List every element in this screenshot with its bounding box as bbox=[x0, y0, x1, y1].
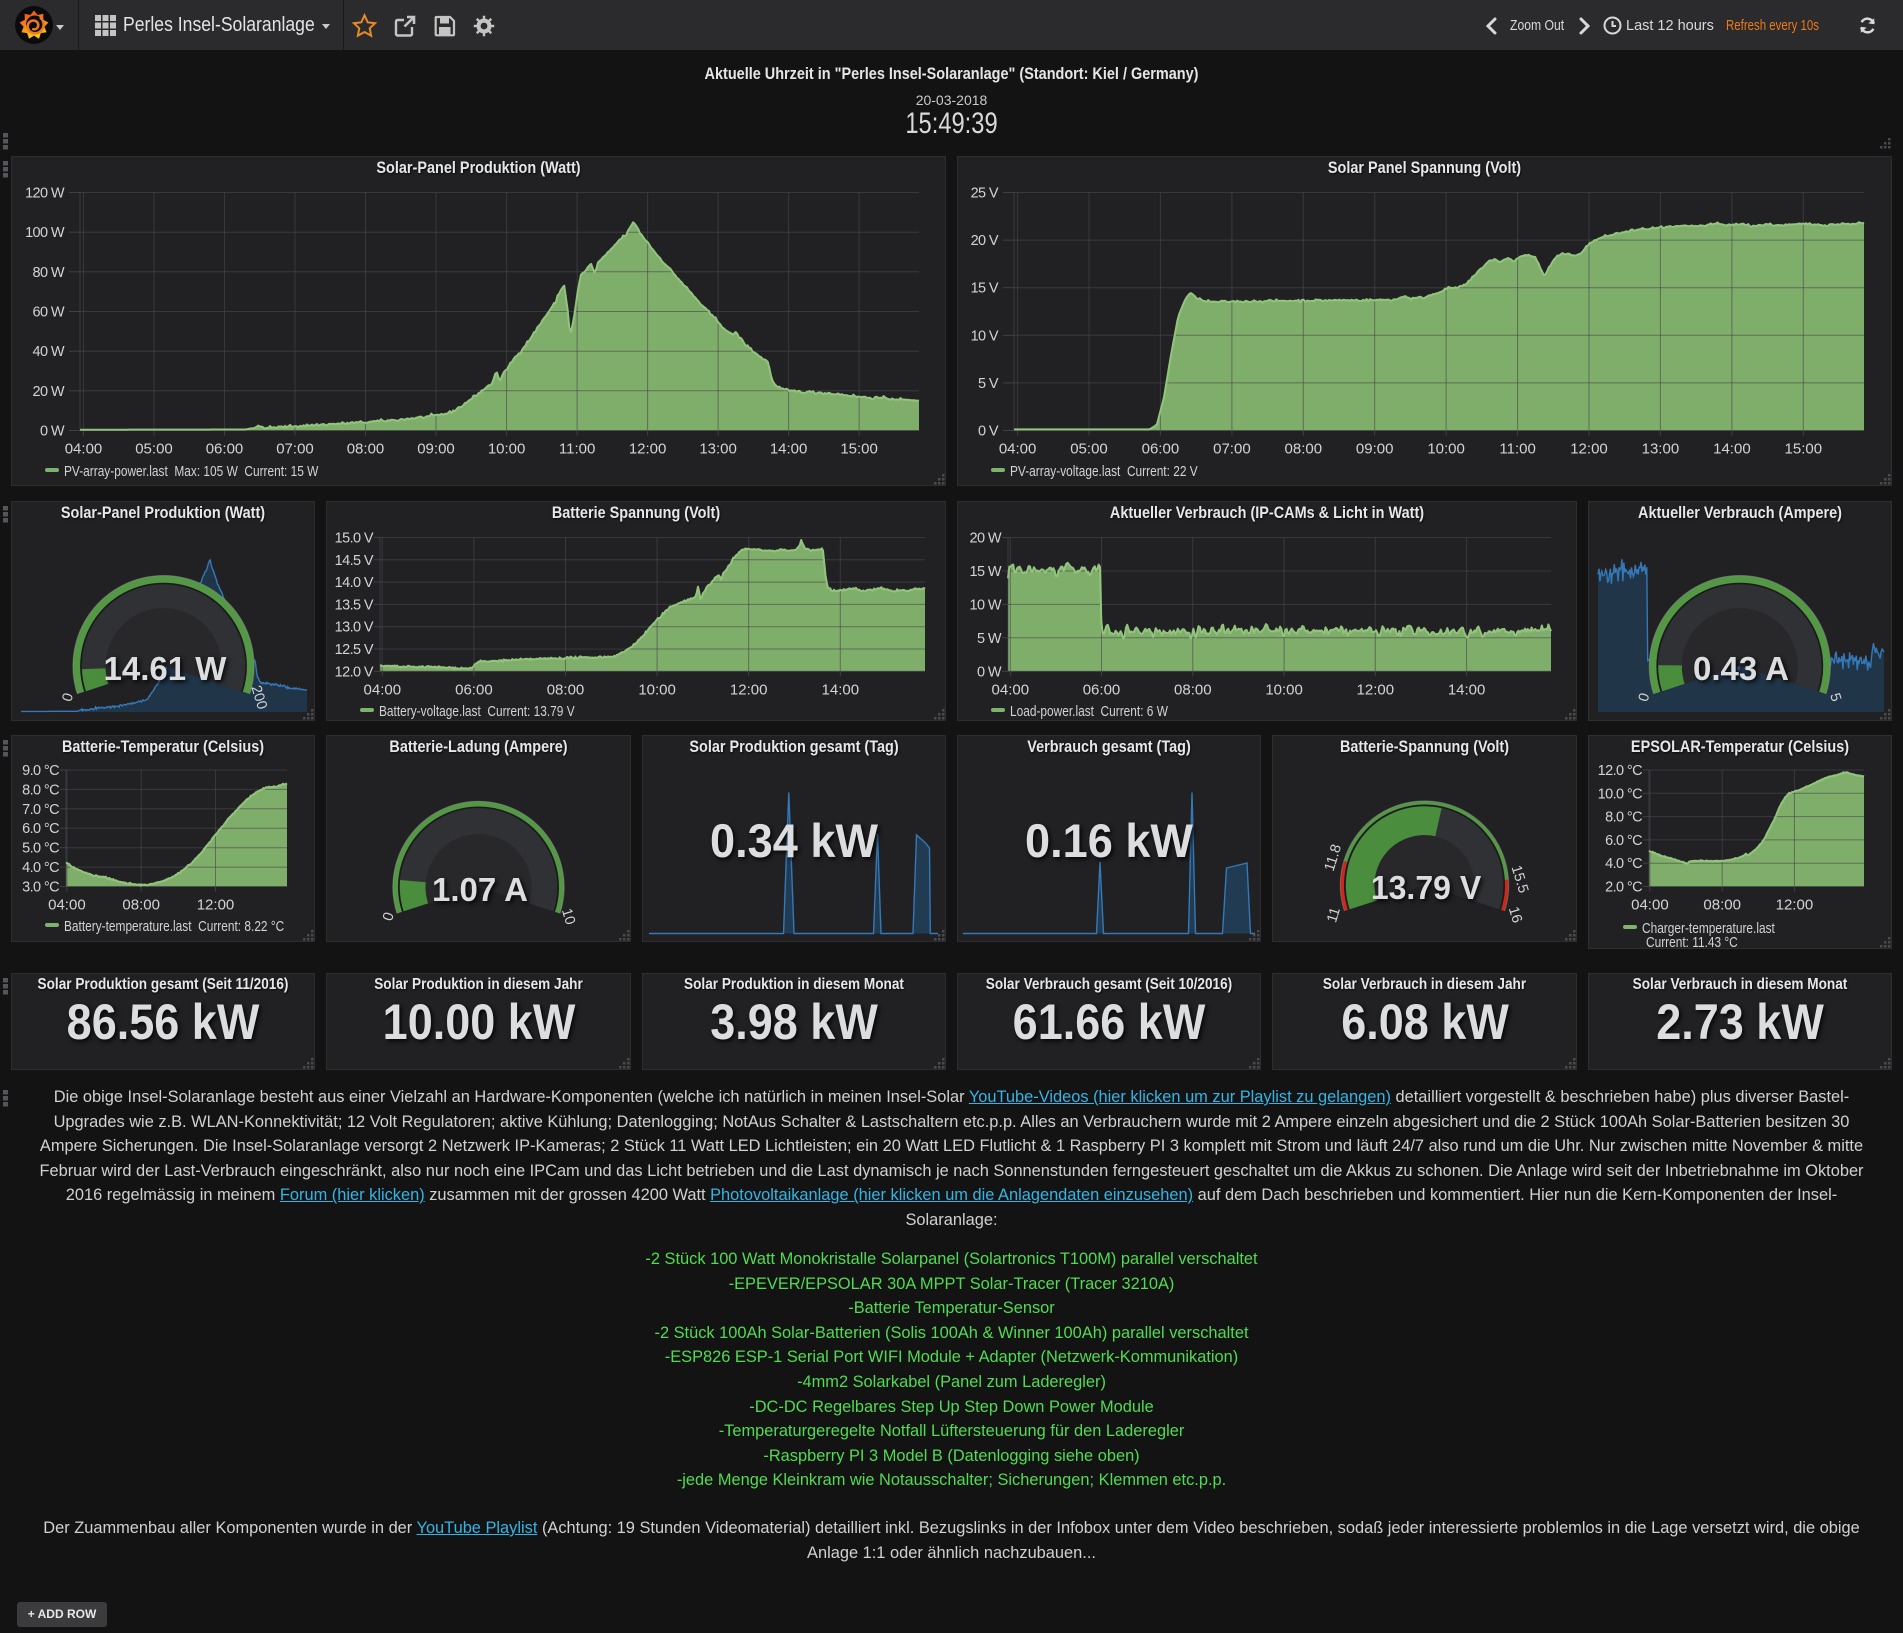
svg-text:25 V: 25 V bbox=[971, 186, 999, 202]
svg-text:80 W: 80 W bbox=[33, 265, 65, 281]
svg-text:04:00: 04:00 bbox=[1631, 897, 1669, 914]
svg-text:14.5 V: 14.5 V bbox=[335, 553, 374, 569]
svg-text:10 W: 10 W bbox=[970, 597, 1002, 613]
svg-text:16: 16 bbox=[1505, 905, 1525, 925]
svg-text:12:00: 12:00 bbox=[629, 441, 667, 458]
svg-text:12:00: 12:00 bbox=[197, 897, 235, 914]
svg-text:12:00: 12:00 bbox=[730, 681, 768, 698]
svg-text:10:00: 10:00 bbox=[1265, 681, 1303, 698]
svg-text:6.0 °C: 6.0 °C bbox=[1605, 833, 1642, 849]
svg-text:5 V: 5 V bbox=[978, 376, 999, 392]
svg-text:14:00: 14:00 bbox=[770, 441, 808, 458]
svg-text:07:00: 07:00 bbox=[276, 441, 314, 458]
svg-text:0 V: 0 V bbox=[978, 424, 999, 440]
svg-text:06:00: 06:00 bbox=[1142, 441, 1180, 458]
svg-text:04:00: 04:00 bbox=[65, 441, 103, 458]
svg-text:3.0 °C: 3.0 °C bbox=[22, 880, 59, 896]
svg-text:10.0 °C: 10.0 °C bbox=[1598, 786, 1642, 802]
svg-text:06:00: 06:00 bbox=[1083, 681, 1121, 698]
svg-text:04:00: 04:00 bbox=[48, 897, 86, 914]
svg-text:14:00: 14:00 bbox=[822, 681, 860, 698]
svg-text:10:00: 10:00 bbox=[1427, 441, 1465, 458]
svg-text:13.0 V: 13.0 V bbox=[335, 620, 374, 636]
svg-text:100 W: 100 W bbox=[25, 225, 65, 241]
svg-text:200: 200 bbox=[247, 684, 269, 712]
svg-text:09:00: 09:00 bbox=[1356, 441, 1394, 458]
svg-text:08:00: 08:00 bbox=[347, 441, 385, 458]
svg-text:12:00: 12:00 bbox=[1357, 681, 1395, 698]
svg-text:11.8: 11.8 bbox=[1322, 843, 1345, 874]
svg-text:14:00: 14:00 bbox=[1448, 681, 1486, 698]
svg-text:13:00: 13:00 bbox=[1642, 441, 1680, 458]
svg-text:08:00: 08:00 bbox=[547, 681, 585, 698]
svg-text:2.0 °C: 2.0 °C bbox=[1605, 880, 1642, 896]
svg-text:20 W: 20 W bbox=[970, 531, 1002, 547]
svg-text:60 W: 60 W bbox=[33, 305, 65, 321]
svg-text:12:00: 12:00 bbox=[1570, 441, 1608, 458]
svg-text:04:00: 04:00 bbox=[999, 441, 1037, 458]
svg-text:10:00: 10:00 bbox=[488, 441, 526, 458]
svg-text:7.0 °C: 7.0 °C bbox=[22, 802, 59, 818]
svg-text:9.0 °C: 9.0 °C bbox=[22, 763, 59, 779]
svg-text:4.0 °C: 4.0 °C bbox=[1605, 856, 1642, 872]
svg-text:04:00: 04:00 bbox=[364, 681, 402, 698]
svg-text:12.5 V: 12.5 V bbox=[335, 642, 374, 658]
svg-text:0 W: 0 W bbox=[977, 664, 1002, 680]
svg-text:15 W: 15 W bbox=[970, 564, 1002, 580]
svg-text:08:00: 08:00 bbox=[1285, 441, 1323, 458]
svg-text:06:00: 06:00 bbox=[206, 441, 244, 458]
svg-text:10:00: 10:00 bbox=[638, 681, 676, 698]
svg-text:120 W: 120 W bbox=[25, 186, 65, 202]
svg-text:10: 10 bbox=[558, 907, 578, 927]
svg-text:04:00: 04:00 bbox=[992, 681, 1030, 698]
svg-text:0 W: 0 W bbox=[40, 424, 65, 440]
svg-text:12:00: 12:00 bbox=[1776, 897, 1814, 914]
svg-text:12.0 V: 12.0 V bbox=[335, 664, 374, 680]
svg-text:5 W: 5 W bbox=[977, 631, 1002, 647]
svg-text:8.0 °C: 8.0 °C bbox=[22, 782, 59, 798]
svg-text:0: 0 bbox=[380, 910, 398, 922]
svg-text:20 V: 20 V bbox=[971, 233, 999, 249]
svg-text:20 W: 20 W bbox=[33, 384, 65, 400]
svg-text:0: 0 bbox=[60, 691, 78, 703]
svg-text:6.0 °C: 6.0 °C bbox=[22, 821, 59, 837]
svg-text:15:00: 15:00 bbox=[1785, 441, 1823, 458]
svg-text:15.5: 15.5 bbox=[1508, 863, 1532, 895]
svg-text:14:00: 14:00 bbox=[1713, 441, 1751, 458]
svg-text:08:00: 08:00 bbox=[1174, 681, 1212, 698]
svg-text:13.5 V: 13.5 V bbox=[335, 597, 374, 613]
svg-text:12.0 °C: 12.0 °C bbox=[1598, 763, 1642, 779]
svg-text:11:00: 11:00 bbox=[559, 441, 595, 458]
svg-text:40 W: 40 W bbox=[33, 344, 65, 360]
svg-text:08:00: 08:00 bbox=[122, 897, 160, 914]
svg-text:09:00: 09:00 bbox=[417, 441, 455, 458]
svg-text:14.0 V: 14.0 V bbox=[335, 575, 374, 591]
svg-text:4.0 °C: 4.0 °C bbox=[22, 860, 59, 876]
svg-text:15:00: 15:00 bbox=[840, 441, 878, 458]
svg-text:07:00: 07:00 bbox=[1213, 441, 1251, 458]
svg-text:8.0 °C: 8.0 °C bbox=[1605, 810, 1642, 826]
svg-text:5.0 °C: 5.0 °C bbox=[22, 841, 59, 857]
svg-text:10 V: 10 V bbox=[971, 328, 999, 344]
svg-text:15 V: 15 V bbox=[971, 281, 999, 297]
svg-text:11:00: 11:00 bbox=[1499, 441, 1535, 458]
svg-text:08:00: 08:00 bbox=[1703, 897, 1741, 914]
svg-text:05:00: 05:00 bbox=[135, 441, 173, 458]
svg-text:15.0 V: 15.0 V bbox=[335, 531, 374, 547]
svg-text:05:00: 05:00 bbox=[1070, 441, 1108, 458]
svg-text:13:00: 13:00 bbox=[699, 441, 737, 458]
svg-text:11: 11 bbox=[1324, 905, 1344, 924]
svg-text:06:00: 06:00 bbox=[455, 681, 493, 698]
